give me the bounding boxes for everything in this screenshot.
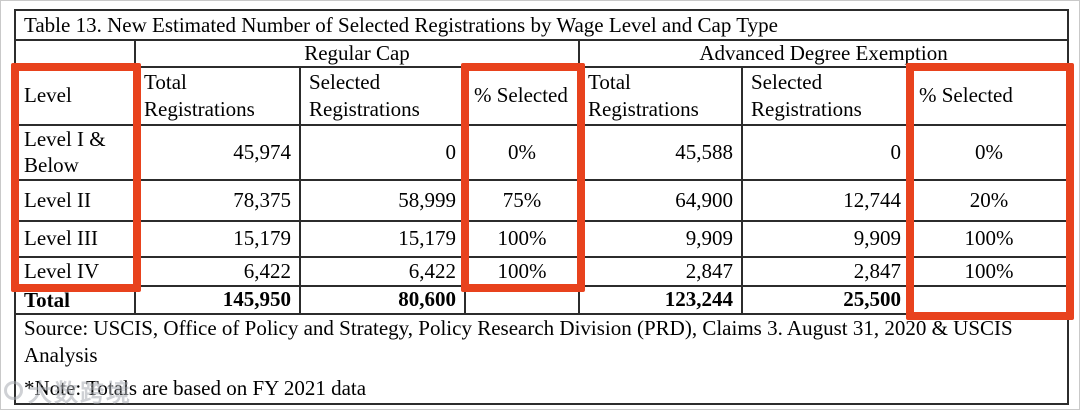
cell-row2-regular-total: 78,375: [134, 178, 301, 222]
cell-row1-regular-selected: 0: [299, 124, 466, 181]
cell-total-regular-pct: [464, 284, 580, 315]
cell-row1-regular-total: 45,974: [134, 124, 301, 181]
cell-row4-regular-pct: 100%: [464, 255, 580, 287]
col-header-advanced-pct-selected: % Selected: [908, 66, 1070, 126]
cell-total-advanced-total: 123,244: [578, 284, 743, 315]
cell-row4-advanced-total: 2,847: [578, 255, 743, 287]
table-row: Level II 78,375 58,999 75% 64,900 12,744…: [14, 178, 1070, 222]
cell-level-3-label: Level III: [14, 219, 136, 258]
cell-total-regular-selected: 80,600: [299, 284, 466, 315]
cell-row3-advanced-pct: 100%: [908, 219, 1070, 258]
col-header-regular-total-registrations: Total Registrations: [134, 66, 301, 126]
cell-row2-advanced-selected: 12,744: [741, 178, 911, 222]
table-row: Level I & Below 45,974 0 0% 45,588 0 0%: [14, 124, 1070, 181]
source-text: Source: USCIS, Office of Policy and Stra…: [24, 315, 1013, 368]
cell-row1-advanced-pct: 0%: [908, 124, 1070, 181]
col-header-level: Level: [14, 66, 136, 126]
col-header-advanced-selected-registrations: Selected Registrations: [741, 66, 911, 126]
col-header-regular-selected-registrations: Selected Registrations: [299, 66, 466, 126]
table-title: Table 13. New Estimated Number of Select…: [13, 9, 1070, 41]
cell-row3-regular-selected: 15,179: [299, 219, 466, 258]
cell-row1-advanced-selected: 0: [741, 124, 911, 181]
cell-row4-regular-total: 6,422: [134, 255, 301, 287]
note-text: *Note: Totals are based on FY 2021 data: [24, 376, 367, 401]
cell-level-1-label: Level I & Below: [14, 124, 136, 181]
cell-row4-advanced-selected: 2,847: [741, 255, 911, 287]
cell-level-2-label: Level II: [14, 178, 136, 222]
cell-row3-advanced-total: 9,909: [578, 219, 743, 258]
cell-total-regular-total: 145,950: [134, 284, 301, 315]
registrations-table: Table 13. New Estimated Number of Select…: [13, 9, 1070, 405]
group-header-regular-cap: Regular Cap: [134, 39, 580, 68]
cell-level-4-label: Level IV: [14, 255, 136, 287]
cell-row2-advanced-pct: 20%: [908, 178, 1070, 222]
cell-row2-regular-pct: 75%: [464, 178, 580, 222]
cell-row3-regular-pct: 100%: [464, 219, 580, 258]
cell-row3-regular-total: 15,179: [134, 219, 301, 258]
cell-total-advanced-selected: 25,500: [741, 284, 911, 315]
cell-total-label: Total: [14, 284, 136, 315]
source-note-cell: Source: USCIS, Office of Policy and Stra…: [13, 312, 1070, 405]
cell-row4-advanced-pct: 100%: [908, 255, 1070, 287]
corner-empty-cell: [14, 39, 136, 68]
cell-row1-advanced-total: 45,588: [578, 124, 743, 181]
total-row: Total 145,950 80,600 123,244 25,500: [14, 284, 1070, 315]
cell-row3-advanced-selected: 9,909: [741, 219, 911, 258]
cell-row2-regular-selected: 58,999: [299, 178, 466, 222]
cell-row2-advanced-total: 64,900: [578, 178, 743, 222]
table-row: Level III 15,179 15,179 100% 9,909 9,909…: [14, 219, 1070, 258]
group-header-advanced-degree-exemption: Advanced Degree Exemption: [577, 39, 1070, 68]
col-header-advanced-total-registrations: Total Registrations: [578, 66, 743, 126]
cell-row1-regular-pct: 0%: [464, 124, 580, 181]
col-header-regular-pct-selected: % Selected: [464, 66, 580, 126]
cell-row4-regular-selected: 6,422: [299, 255, 466, 287]
cell-total-advanced-pct: [908, 284, 1070, 315]
table-row: Level IV 6,422 6,422 100% 2,847 2,847 10…: [14, 255, 1070, 287]
